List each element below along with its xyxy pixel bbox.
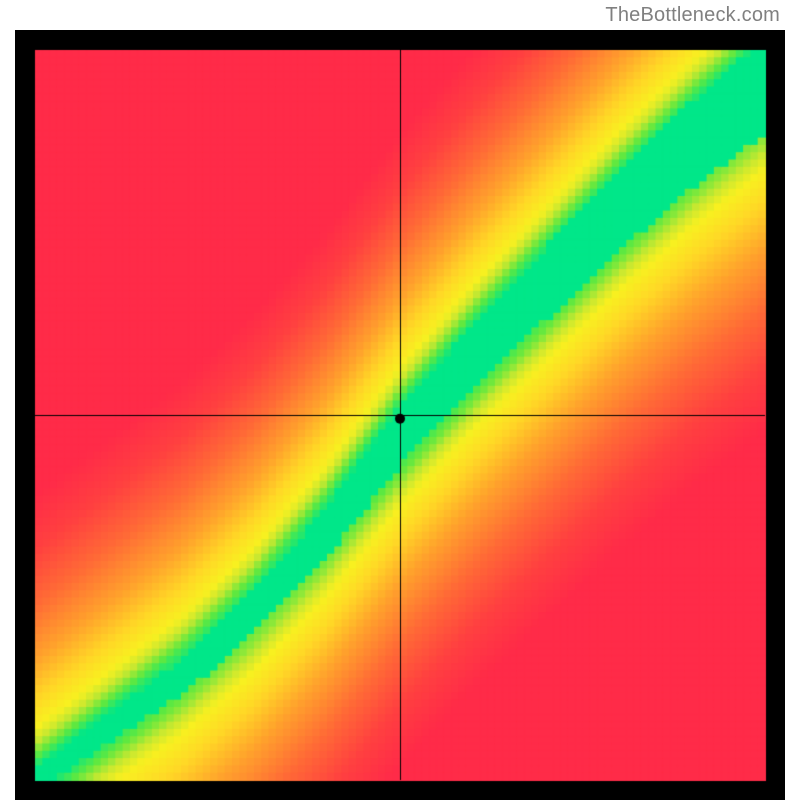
chart-container: TheBottleneck.com — [0, 0, 800, 800]
watermark-text: TheBottleneck.com — [605, 4, 780, 27]
bottleneck-heatmap — [15, 30, 785, 800]
